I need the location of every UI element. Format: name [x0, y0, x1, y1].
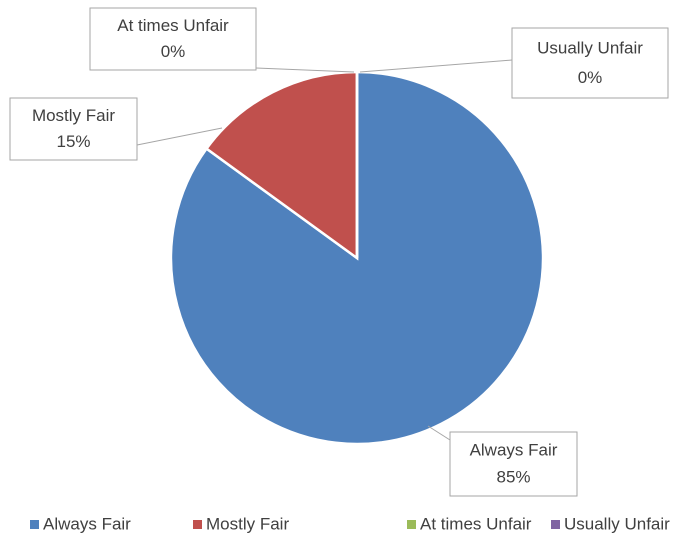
- leader-line: [427, 425, 451, 441]
- data-label-name: At times Unfair: [117, 16, 229, 35]
- callout-box: [89, 7, 257, 71]
- legend-label: Usually Unfair: [564, 514, 670, 533]
- callout-box: [511, 27, 669, 99]
- legend-label: Mostly Fair: [206, 514, 289, 533]
- data-label-name: Usually Unfair: [537, 38, 643, 57]
- pie-slice: [204, 70, 359, 261]
- leader-line: [255, 67, 355, 73]
- data-label-name: Always Fair: [470, 441, 558, 460]
- data-label-value: 0%: [161, 42, 186, 61]
- legend-swatch: [551, 520, 560, 529]
- data-label-value: 15%: [56, 132, 90, 151]
- callout-box: [449, 431, 578, 497]
- leader-line: [136, 127, 223, 146]
- data-label-value: 85%: [496, 468, 530, 487]
- legend-swatch: [30, 520, 39, 529]
- data-label-value: 0%: [578, 68, 603, 87]
- leader-line: [359, 59, 513, 73]
- callout-box: [9, 97, 138, 161]
- legend-swatch: [407, 520, 416, 529]
- legend-swatch: [193, 520, 202, 529]
- data-label-name: Mostly Fair: [32, 106, 115, 125]
- legend-label: At times Unfair: [420, 514, 532, 533]
- legend-label: Always Fair: [43, 514, 131, 533]
